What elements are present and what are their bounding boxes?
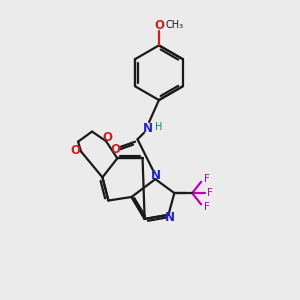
Text: H: H xyxy=(155,122,162,132)
Text: N: N xyxy=(151,169,161,182)
Text: F: F xyxy=(203,202,209,212)
Text: O: O xyxy=(71,143,81,157)
Text: N: N xyxy=(165,211,175,224)
Text: O: O xyxy=(103,131,112,144)
Text: F: F xyxy=(203,174,209,184)
Text: O: O xyxy=(111,142,121,156)
Text: O: O xyxy=(154,19,164,32)
Text: N: N xyxy=(142,122,153,135)
Text: F: F xyxy=(207,188,213,198)
Text: CH₃: CH₃ xyxy=(165,20,183,30)
